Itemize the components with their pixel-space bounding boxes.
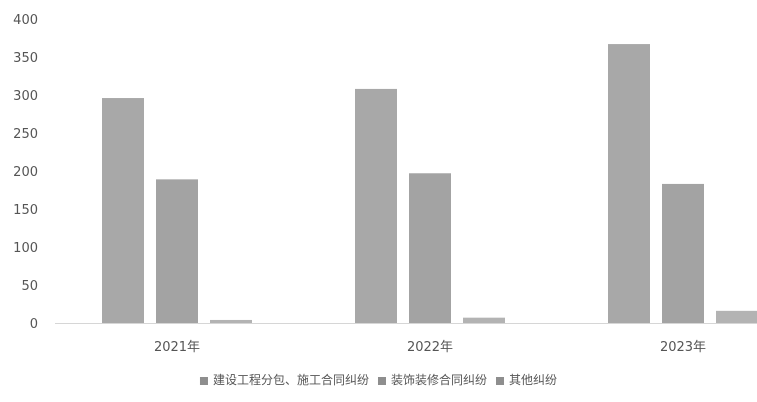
- bar: [210, 319, 252, 323]
- legend-item: 装饰装修合同纠纷: [377, 372, 487, 387]
- y-tick-label: 350: [13, 51, 38, 66]
- bar: [608, 44, 650, 324]
- bar-group: [102, 98, 252, 323]
- legend-swatch: [496, 377, 505, 385]
- legend: 建设工程分包、施工合同纠纷 装饰装修合同纠纷 其他纠纷: [199, 372, 557, 387]
- bar: [156, 179, 198, 323]
- bars: [102, 44, 757, 324]
- legend-item: 建设工程分包、施工合同纠纷: [199, 372, 369, 387]
- legend-label: 其他纠纷: [509, 373, 557, 387]
- y-axis: 0 50 100 150 200 250 300 350 400: [13, 13, 38, 332]
- bar: [409, 173, 451, 323]
- legend-swatch: [377, 377, 386, 385]
- x-tick-label: 2022年: [407, 340, 453, 355]
- bar: [463, 317, 505, 323]
- y-tick-label: 50: [21, 279, 38, 294]
- y-tick-label: 250: [13, 127, 38, 142]
- bar: [102, 98, 144, 323]
- y-tick-label: 0: [30, 317, 38, 332]
- legend-label: 建设工程分包、施工合同纠纷: [213, 372, 369, 387]
- bar: [662, 183, 704, 323]
- legend-label: 装饰装修合同纠纷: [391, 372, 487, 387]
- x-axis: 2021年 2022年 2023年: [154, 340, 706, 355]
- legend-swatch: [199, 377, 208, 385]
- legend-item: 其他纠纷: [496, 373, 557, 387]
- bar-group: [608, 44, 757, 324]
- y-tick-label: 300: [13, 89, 38, 104]
- bar-group: [355, 88, 505, 323]
- y-tick-label: 400: [13, 13, 38, 28]
- y-tick-label: 200: [13, 165, 38, 180]
- y-tick-label: 150: [13, 203, 38, 218]
- x-tick-label: 2021年: [154, 340, 200, 355]
- y-tick-label: 100: [13, 241, 38, 256]
- bar: [716, 310, 757, 323]
- bar: [355, 88, 397, 323]
- x-tick-label: 2023年: [660, 340, 706, 355]
